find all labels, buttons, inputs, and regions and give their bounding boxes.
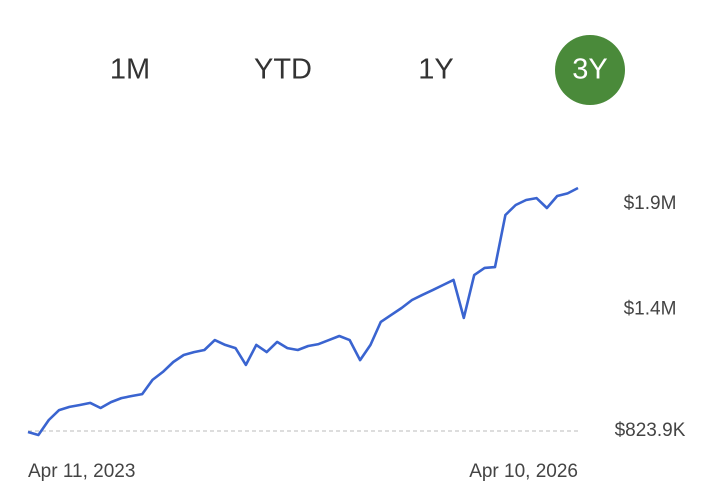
period-button[interactable]: 3Y [572,54,607,86]
price-line [27,186,579,437]
y-tick-label: $823.9K [615,420,686,441]
period-button[interactable]: 1M [110,54,150,86]
period-selected-bg [555,35,625,105]
y-tick-label: $1.4M [624,298,677,319]
period-button[interactable]: YTD [254,54,312,86]
period-selector: 1M YTD 1Y 3Y [110,35,625,105]
x-tick-label: Apr 10, 2026 [469,461,578,482]
x-tick-label: Apr 11, 2023 [28,461,135,482]
y-tick-label: $1.9M [624,193,677,214]
period-button[interactable]: 1Y [418,54,453,86]
